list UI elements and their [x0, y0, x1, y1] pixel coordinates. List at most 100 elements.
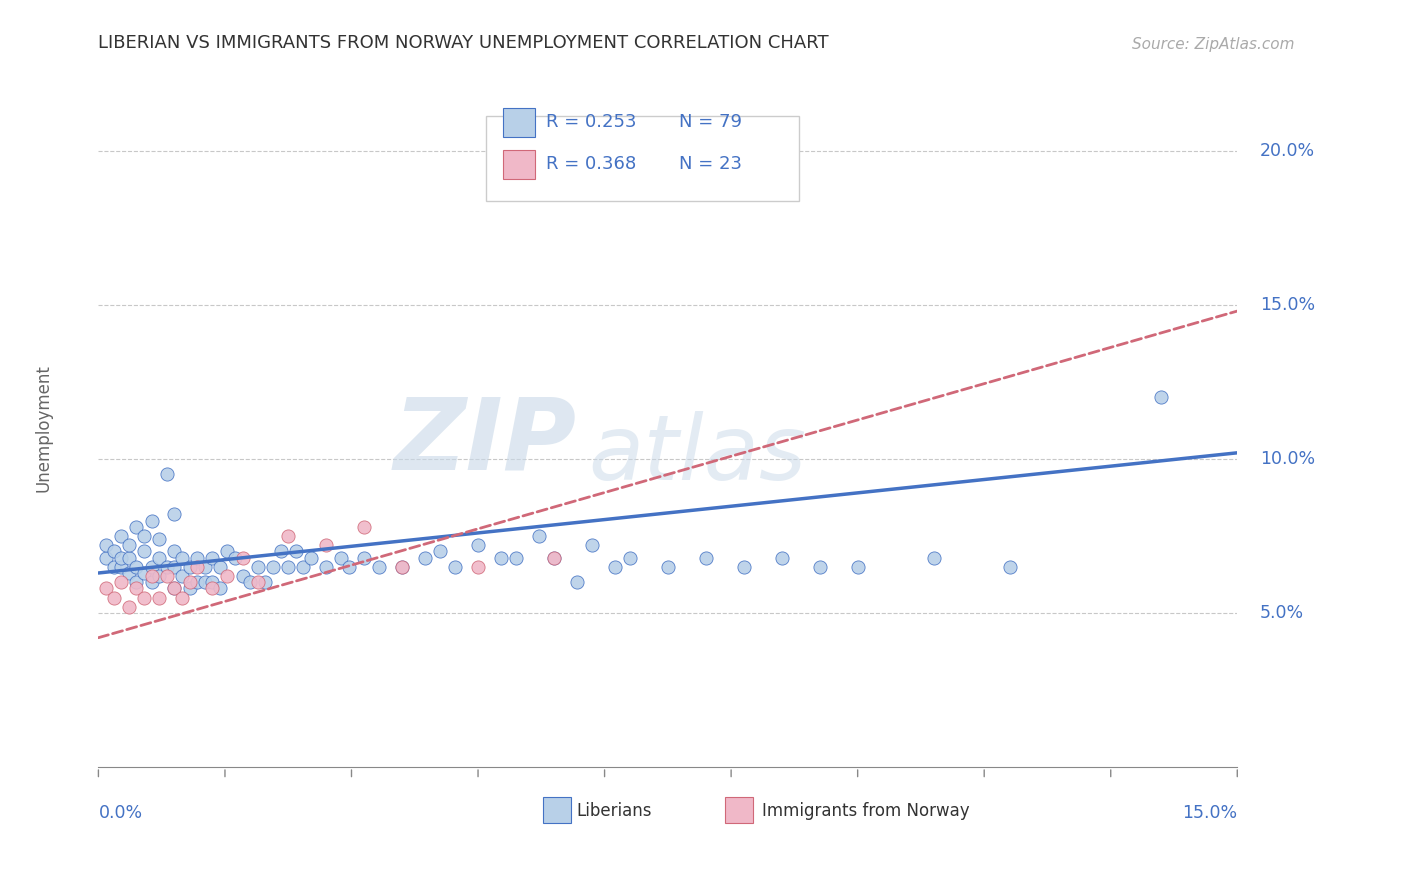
Point	[239, 575, 262, 590]
Point	[391, 559, 413, 574]
Bar	[725, 797, 754, 822]
Point	[565, 575, 588, 590]
Text: R = 0.253: R = 0.253	[546, 113, 637, 131]
Point	[543, 550, 565, 565]
Point	[270, 544, 292, 558]
Text: Immigrants from Norway: Immigrants from Norway	[762, 802, 970, 820]
Point	[581, 538, 603, 552]
Point	[292, 559, 315, 574]
Point	[368, 559, 391, 574]
Point	[337, 559, 360, 574]
Point	[201, 582, 224, 596]
Text: LIBERIAN VS IMMIGRANTS FROM NORWAY UNEMPLOYMENT CORRELATION CHART: LIBERIAN VS IMMIGRANTS FROM NORWAY UNEMP…	[98, 34, 830, 52]
Point	[467, 559, 489, 574]
Point	[217, 544, 239, 558]
Point	[353, 550, 375, 565]
Point	[156, 467, 179, 482]
Point	[163, 544, 186, 558]
Point	[186, 559, 208, 574]
Point	[125, 582, 148, 596]
Point	[277, 559, 299, 574]
Point	[103, 544, 125, 558]
Point	[94, 550, 117, 565]
Point	[179, 559, 201, 574]
Point	[733, 559, 755, 574]
Point	[148, 591, 170, 605]
Point	[118, 599, 141, 614]
Point	[148, 569, 170, 583]
Point	[217, 569, 239, 583]
Point	[770, 550, 793, 565]
Point	[163, 559, 186, 574]
Point	[118, 566, 141, 580]
Bar	[543, 797, 571, 822]
Point	[1150, 390, 1173, 404]
Point	[619, 550, 641, 565]
Text: 10.0%: 10.0%	[1260, 450, 1315, 468]
Point	[194, 559, 217, 574]
Point	[277, 529, 299, 543]
Point	[315, 538, 337, 552]
Point	[141, 514, 163, 528]
Text: 15.0%: 15.0%	[1260, 296, 1315, 314]
Point	[489, 550, 512, 565]
Point	[118, 538, 141, 552]
Point	[846, 559, 869, 574]
Point	[156, 559, 179, 574]
Point	[179, 582, 201, 596]
Point	[201, 550, 224, 565]
Point	[353, 520, 375, 534]
Point	[156, 569, 179, 583]
Point	[201, 575, 224, 590]
Point	[224, 550, 246, 565]
Point	[110, 559, 132, 574]
Point	[391, 559, 413, 574]
Point	[657, 559, 679, 574]
Point	[232, 550, 254, 565]
Point	[132, 529, 155, 543]
Point	[467, 538, 489, 552]
Text: Source: ZipAtlas.com: Source: ZipAtlas.com	[1132, 37, 1295, 52]
Point	[330, 550, 353, 565]
Point	[254, 575, 277, 590]
Point	[163, 508, 186, 522]
Point	[695, 550, 717, 565]
Point	[103, 591, 125, 605]
Point	[170, 591, 193, 605]
Point	[148, 550, 170, 565]
Point	[110, 575, 132, 590]
Point	[444, 559, 467, 574]
Bar	[503, 150, 534, 178]
Point	[110, 550, 132, 565]
Point	[103, 559, 125, 574]
Point	[179, 575, 201, 590]
Point	[998, 559, 1021, 574]
Point	[194, 575, 217, 590]
Point	[132, 544, 155, 558]
Text: Unemployment: Unemployment	[35, 364, 53, 492]
Point	[208, 559, 231, 574]
Text: Liberians: Liberians	[576, 802, 652, 820]
Point	[429, 544, 451, 558]
Point	[141, 559, 163, 574]
Point	[543, 550, 565, 565]
Point	[125, 575, 148, 590]
Bar	[503, 108, 534, 136]
Text: 20.0%: 20.0%	[1260, 142, 1315, 160]
Point	[141, 569, 163, 583]
Point	[148, 532, 170, 546]
Point	[922, 550, 945, 565]
Point	[132, 566, 155, 580]
Point	[413, 550, 436, 565]
Point	[118, 550, 141, 565]
Point	[505, 550, 527, 565]
Point	[94, 582, 117, 596]
Text: 5.0%: 5.0%	[1260, 604, 1305, 622]
Point	[132, 591, 155, 605]
Point	[141, 575, 163, 590]
Point	[170, 550, 193, 565]
Bar	[485, 116, 799, 201]
Point	[808, 559, 831, 574]
Point	[125, 559, 148, 574]
Point	[262, 559, 284, 574]
